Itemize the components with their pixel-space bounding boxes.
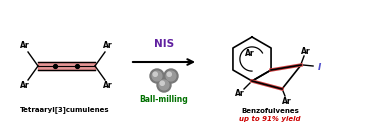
Text: Ar: Ar (245, 49, 255, 59)
Text: NIS: NIS (154, 39, 174, 49)
Circle shape (160, 81, 164, 85)
Text: Tetraaryl[3]cumulenes: Tetraaryl[3]cumulenes (20, 107, 110, 113)
Text: Benzofulvenes: Benzofulvenes (241, 108, 299, 114)
Circle shape (150, 69, 164, 83)
Text: I: I (318, 62, 321, 72)
Text: Ar: Ar (301, 46, 311, 56)
Text: Ar: Ar (103, 42, 113, 50)
Text: up to 91% yield: up to 91% yield (239, 116, 301, 122)
Circle shape (157, 78, 171, 92)
Text: Ar: Ar (20, 42, 30, 50)
Text: Ar: Ar (282, 96, 292, 106)
Circle shape (167, 72, 171, 76)
Circle shape (164, 69, 178, 83)
Text: Ar: Ar (20, 81, 30, 91)
Circle shape (152, 71, 162, 81)
Text: Ball-milling: Ball-milling (139, 95, 188, 105)
Circle shape (166, 71, 176, 81)
Text: Ar: Ar (103, 81, 113, 91)
Circle shape (159, 80, 169, 90)
Circle shape (153, 72, 157, 76)
Polygon shape (38, 62, 95, 70)
Text: Ar: Ar (235, 89, 245, 97)
